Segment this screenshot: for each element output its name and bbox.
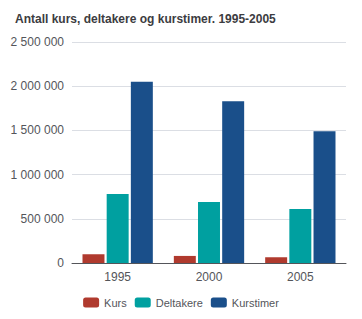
svg-text:Deltakere: Deltakere [156, 297, 203, 309]
svg-text:1 000 000: 1 000 000 [11, 168, 65, 182]
svg-text:2 000 000: 2 000 000 [11, 79, 65, 93]
svg-text:2005: 2005 [287, 270, 314, 284]
svg-text:2000: 2000 [196, 270, 223, 284]
svg-text:Antall kurs, deltakere og kurs: Antall kurs, deltakere og kurstimer. 199… [15, 12, 276, 26]
svg-text:Kurstimer: Kurstimer [232, 297, 279, 309]
svg-text:1995: 1995 [104, 270, 131, 284]
svg-text:0: 0 [57, 256, 64, 270]
svg-text:1 500 000: 1 500 000 [11, 123, 65, 137]
svg-text:2 500 000: 2 500 000 [11, 35, 65, 49]
svg-text:500 000: 500 000 [21, 212, 65, 226]
svg-text:Kurs: Kurs [104, 297, 127, 309]
